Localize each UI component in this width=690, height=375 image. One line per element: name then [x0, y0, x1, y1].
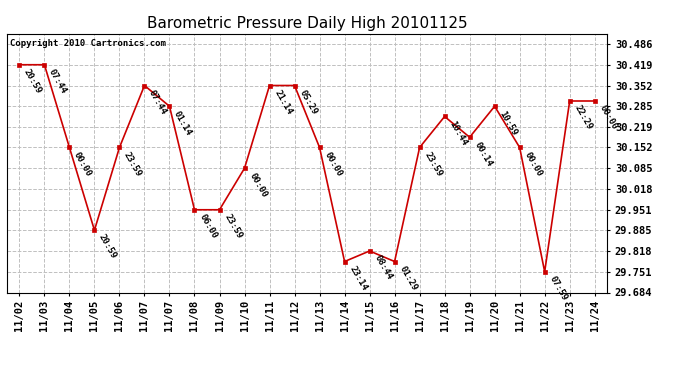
Text: 00:00: 00:00	[598, 104, 619, 132]
Text: 20:59: 20:59	[97, 233, 119, 261]
Text: 08:44: 08:44	[373, 254, 393, 282]
Text: 00:00: 00:00	[522, 150, 544, 178]
Text: 22:29: 22:29	[573, 104, 593, 132]
Text: 00:14: 00:14	[473, 140, 493, 168]
Text: 07:44: 07:44	[147, 88, 168, 116]
Text: 00:00: 00:00	[247, 171, 268, 199]
Title: Barometric Pressure Daily High 20101125: Barometric Pressure Daily High 20101125	[147, 16, 467, 31]
Text: 06:00: 06:00	[197, 213, 219, 240]
Text: 07:44: 07:44	[47, 68, 68, 95]
Text: 00:00: 00:00	[322, 150, 344, 178]
Text: 10:59: 10:59	[497, 109, 519, 137]
Text: 23:14: 23:14	[347, 264, 368, 292]
Text: 05:29: 05:29	[297, 88, 319, 116]
Text: 00:00: 00:00	[72, 150, 93, 178]
Text: 01:29: 01:29	[397, 264, 419, 292]
Text: 23:59: 23:59	[422, 150, 444, 178]
Text: 20:59: 20:59	[22, 68, 43, 95]
Text: Copyright 2010 Cartronics.com: Copyright 2010 Cartronics.com	[10, 39, 166, 48]
Text: 23:59: 23:59	[122, 150, 144, 178]
Text: 23:59: 23:59	[222, 213, 244, 240]
Text: 07:59: 07:59	[547, 274, 569, 302]
Text: 10:44: 10:44	[447, 119, 469, 147]
Text: 21:14: 21:14	[273, 88, 293, 116]
Text: 01:14: 01:14	[172, 109, 193, 137]
